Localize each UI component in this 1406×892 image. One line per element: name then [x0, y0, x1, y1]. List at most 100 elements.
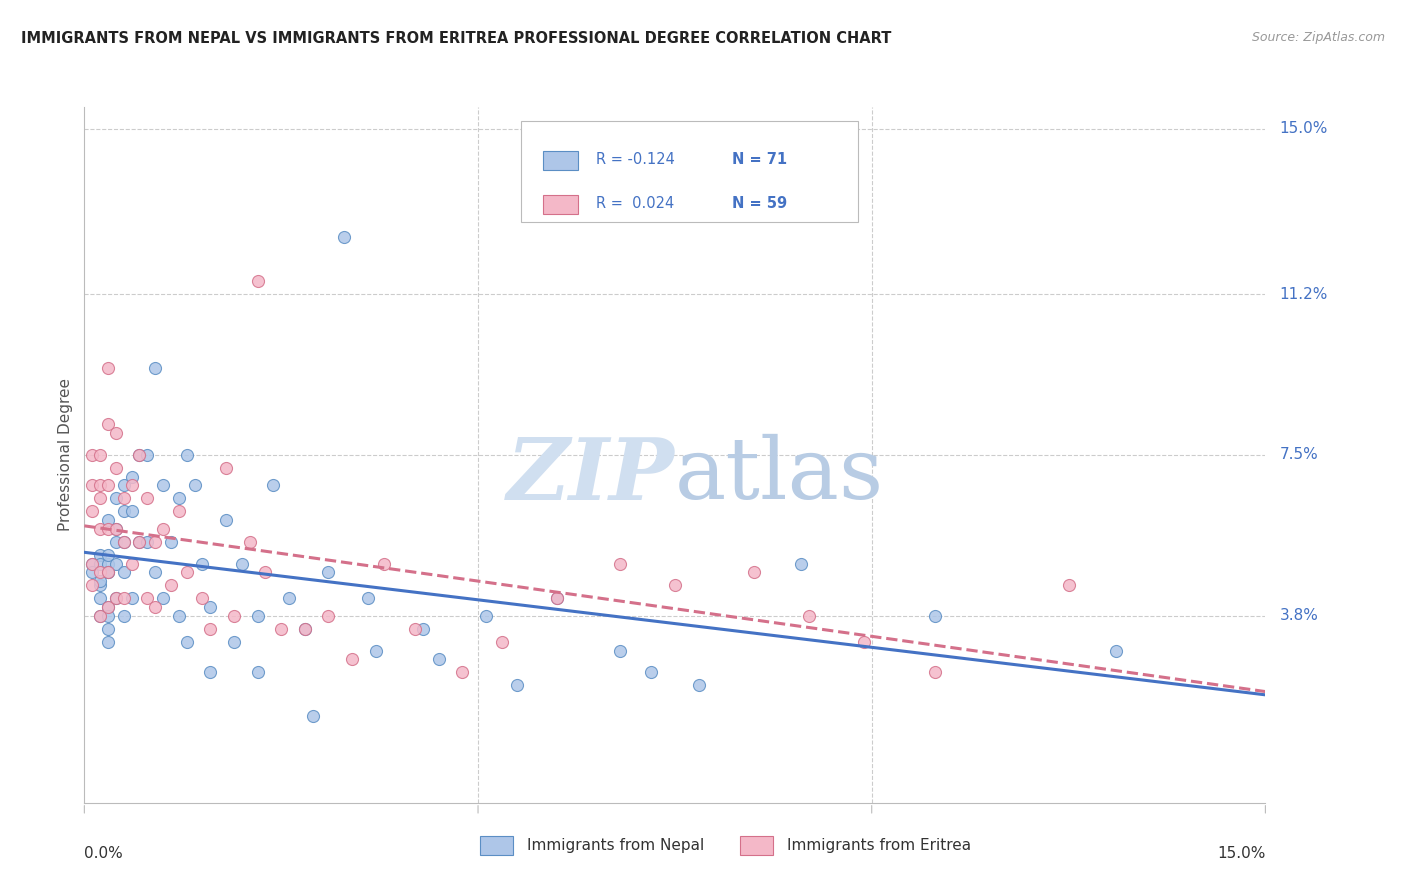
Point [609, 557, 631, 571]
Point [97, 361, 120, 376]
Point [924, 665, 946, 680]
Point [167, 491, 190, 506]
Text: 15.0%: 15.0% [1279, 121, 1327, 136]
Text: R = -0.124: R = -0.124 [596, 152, 675, 167]
Point [104, 534, 127, 549]
Point [924, 608, 946, 623]
Point [167, 504, 190, 518]
Point [357, 591, 380, 606]
Point [128, 448, 150, 462]
Point [121, 557, 143, 571]
Point [412, 622, 434, 636]
Point [506, 678, 529, 692]
Point [89, 574, 111, 588]
Point [143, 534, 166, 549]
Point [246, 274, 269, 288]
Point [222, 608, 245, 623]
Text: 7.5%: 7.5% [1279, 448, 1319, 462]
Point [89, 578, 111, 592]
Point [143, 600, 166, 615]
Point [270, 622, 292, 636]
Point [546, 591, 568, 606]
Point [143, 566, 166, 580]
Point [97, 478, 120, 492]
Point [121, 469, 143, 483]
Point [82, 578, 104, 592]
Point [112, 491, 135, 506]
Point [112, 591, 135, 606]
Point [491, 635, 513, 649]
Point [333, 230, 356, 244]
Point [128, 534, 150, 549]
Point [797, 608, 820, 623]
Point [404, 622, 426, 636]
Point [294, 622, 316, 636]
Text: R =  0.024: R = 0.024 [596, 196, 673, 211]
Point [246, 665, 269, 680]
Bar [479, 836, 513, 855]
Point [191, 591, 214, 606]
Point [136, 534, 159, 549]
Point [1057, 578, 1080, 592]
Point [176, 635, 198, 649]
Point [97, 522, 120, 536]
Point [97, 600, 120, 615]
Point [215, 461, 238, 475]
Point [97, 557, 120, 571]
Point [278, 591, 301, 606]
Point [89, 608, 111, 623]
Point [97, 622, 120, 636]
Point [318, 608, 340, 623]
Point [200, 622, 222, 636]
Point [112, 566, 135, 580]
Point [104, 461, 127, 475]
Point [112, 534, 135, 549]
Point [294, 622, 316, 636]
Point [82, 478, 104, 492]
Text: N = 59: N = 59 [731, 196, 787, 211]
Point [112, 534, 135, 549]
Point [183, 478, 205, 492]
Point [97, 566, 120, 580]
Point [97, 608, 120, 623]
Point [104, 557, 127, 571]
Point [340, 652, 363, 666]
Point [688, 678, 710, 692]
Point [742, 566, 765, 580]
Text: 3.8%: 3.8% [1279, 608, 1319, 624]
Point [97, 635, 120, 649]
Point [121, 504, 143, 518]
Point [89, 548, 111, 562]
Point [222, 635, 245, 649]
Point [82, 557, 104, 571]
Text: N = 71: N = 71 [731, 152, 787, 167]
Point [97, 417, 120, 432]
Point [97, 600, 120, 615]
Point [104, 426, 127, 441]
Text: 11.2%: 11.2% [1279, 286, 1327, 301]
Point [97, 548, 120, 562]
Point [104, 522, 127, 536]
Bar [740, 836, 773, 855]
Point [97, 566, 120, 580]
Point [239, 534, 262, 549]
FancyBboxPatch shape [543, 151, 578, 169]
Point [112, 608, 135, 623]
Point [136, 491, 159, 506]
Point [200, 665, 222, 680]
Point [136, 448, 159, 462]
Point [160, 534, 183, 549]
Point [427, 652, 450, 666]
Point [89, 566, 111, 580]
Point [104, 491, 127, 506]
Point [104, 591, 127, 606]
Point [112, 478, 135, 492]
Y-axis label: Professional Degree: Professional Degree [58, 378, 73, 532]
Point [664, 578, 686, 592]
Point [89, 478, 111, 492]
Point [143, 361, 166, 376]
Point [852, 635, 875, 649]
Point [301, 708, 323, 723]
Point [97, 566, 120, 580]
FancyBboxPatch shape [543, 195, 578, 214]
